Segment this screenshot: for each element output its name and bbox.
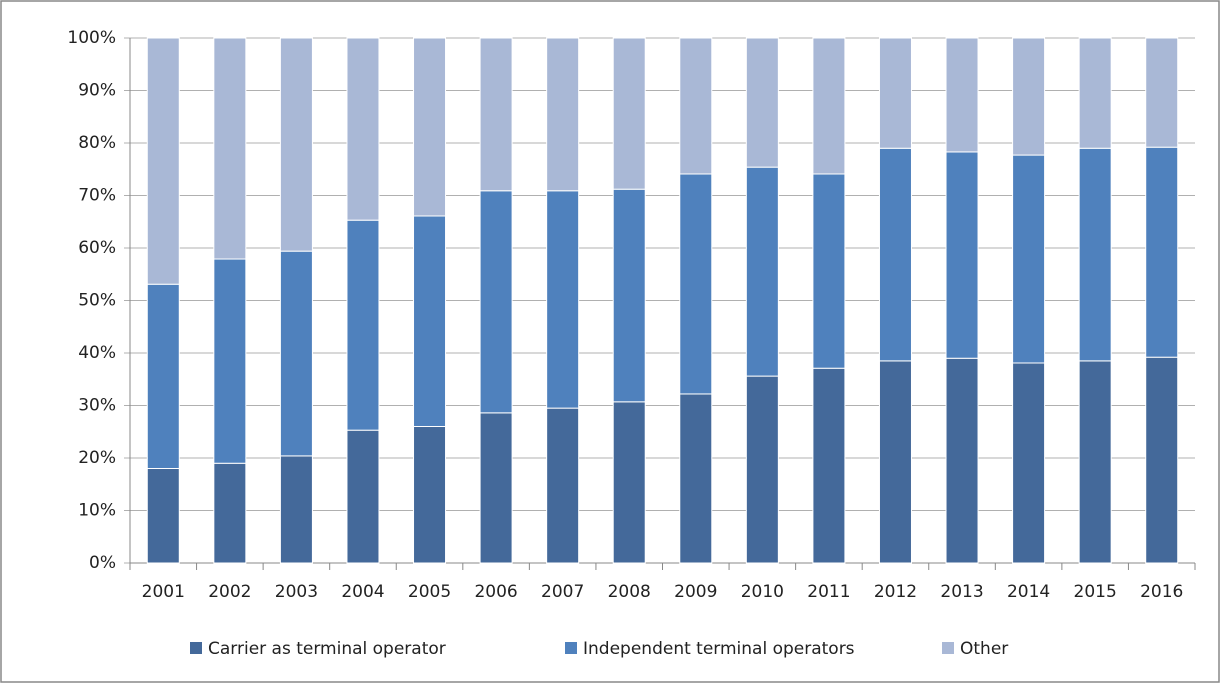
- x-tick-label: 2009: [674, 582, 717, 602]
- bar-segment: [878, 37, 912, 149]
- y-tick-label: 60%: [78, 238, 116, 258]
- x-tick-label: 2007: [541, 582, 584, 602]
- bar-segment: [213, 462, 247, 564]
- legend-label: Independent terminal operators: [583, 639, 855, 659]
- bar-segment: [1012, 37, 1046, 156]
- x-tick-label: 2002: [208, 582, 251, 602]
- bar-segment: [679, 173, 713, 395]
- bar-segment: [146, 468, 180, 564]
- bar-segment: [945, 37, 979, 153]
- bar-segment: [1078, 360, 1112, 564]
- bar-segment: [413, 426, 447, 564]
- x-tick-label: 2004: [341, 582, 384, 602]
- bar-segment: [546, 190, 580, 409]
- bar-segment: [612, 188, 646, 403]
- bar-segment: [346, 37, 380, 221]
- bar-segment: [612, 37, 646, 190]
- legend-label: Carrier as terminal operator: [208, 639, 446, 659]
- x-tick-label: 2012: [874, 582, 917, 602]
- bar-segment: [745, 37, 779, 168]
- bar-segment: [346, 219, 380, 431]
- bar-segment: [812, 37, 846, 175]
- bar-segment: [1012, 154, 1046, 364]
- bar-segment: [745, 375, 779, 564]
- bar-segment: [1145, 37, 1179, 148]
- y-tick-label: 40%: [78, 343, 116, 363]
- bar-segment: [346, 429, 380, 564]
- x-tick-label: 2001: [142, 582, 185, 602]
- bar-segment: [1078, 147, 1112, 362]
- bar-segment: [878, 147, 912, 362]
- bar-segment: [279, 250, 313, 457]
- y-tick-label: 50%: [78, 291, 116, 311]
- bar-segment: [1145, 146, 1179, 358]
- x-tick-label: 2015: [1074, 582, 1117, 602]
- bar-segment: [812, 367, 846, 564]
- bar-segment: [146, 283, 180, 469]
- y-tick-label: 10%: [78, 501, 116, 521]
- bar-segment: [213, 258, 247, 464]
- bar-segment: [1012, 362, 1046, 564]
- bar-segment: [279, 455, 313, 564]
- x-tick-label: 2013: [940, 582, 983, 602]
- bar-segment: [945, 151, 979, 359]
- x-tick-label: 2011: [807, 582, 850, 602]
- bar-segment: [878, 360, 912, 564]
- bar-segment: [679, 37, 713, 175]
- bar-segment: [1145, 356, 1179, 564]
- legend-swatch: [190, 642, 202, 654]
- x-tick-label: 2010: [741, 582, 784, 602]
- x-tick-label: 2016: [1140, 582, 1183, 602]
- legend-label: Other: [960, 639, 1008, 659]
- x-tick-label: 2006: [474, 582, 517, 602]
- x-tick-label: 2003: [275, 582, 318, 602]
- y-tick-label: 30%: [78, 396, 116, 416]
- bar-segment: [213, 37, 247, 260]
- x-tick-label: 2014: [1007, 582, 1050, 602]
- bar-segment: [479, 412, 513, 564]
- x-tick-label: 2005: [408, 582, 451, 602]
- bar-segment: [1078, 37, 1112, 149]
- y-tick-label: 80%: [78, 133, 116, 153]
- bar-segment: [945, 357, 979, 564]
- y-tick-label: 0%: [89, 553, 116, 573]
- y-tick-label: 90%: [78, 81, 116, 101]
- bar-segment: [679, 393, 713, 564]
- legend-swatch: [565, 642, 577, 654]
- y-tick-label: 100%: [67, 28, 116, 48]
- bar-segment: [546, 37, 580, 192]
- y-tick-label: 70%: [78, 186, 116, 206]
- y-tick-label: 20%: [78, 448, 116, 468]
- bar-segment: [146, 37, 180, 285]
- bar-segment: [745, 166, 779, 377]
- bar-segment: [546, 407, 580, 564]
- bar-segment: [479, 190, 513, 414]
- bar-segment: [612, 401, 646, 564]
- bar-segment: [479, 37, 513, 192]
- x-tick-label: 2008: [608, 582, 651, 602]
- bar-segment: [812, 173, 846, 369]
- bar-segment: [279, 37, 313, 252]
- bar-segment: [413, 37, 447, 217]
- legend-swatch: [942, 642, 954, 654]
- bar-segment: [413, 215, 447, 427]
